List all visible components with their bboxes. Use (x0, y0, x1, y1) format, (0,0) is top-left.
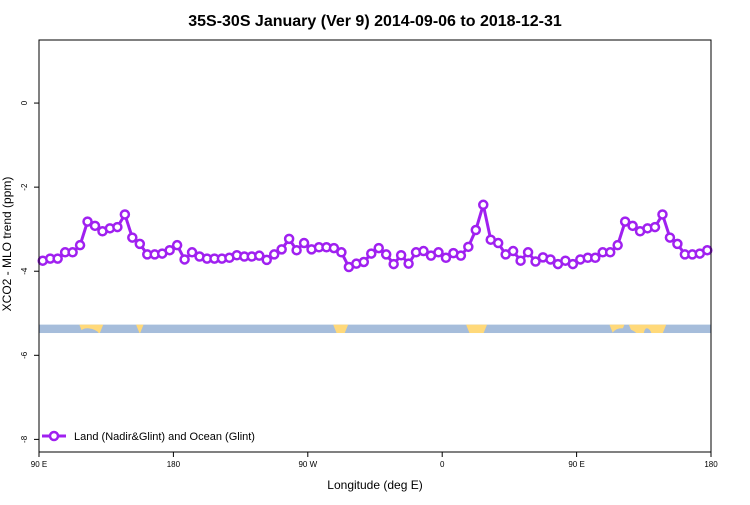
data-point-29 (254, 250, 265, 261)
data-point-78 (619, 216, 631, 227)
data-point-18 (171, 239, 183, 251)
data-point-61 (492, 237, 504, 249)
data-point-58 (470, 224, 482, 236)
data-point-11 (119, 209, 131, 220)
data-point-56 (455, 250, 467, 261)
x-tick-label-2: 90 W (298, 460, 317, 469)
data-point-71 (567, 258, 579, 270)
data-point-7 (89, 220, 101, 232)
data-point-48 (395, 249, 407, 261)
x-tick-label-4: 90 E (568, 460, 584, 469)
data-point-39 (328, 242, 340, 254)
data-point-51 (418, 245, 429, 257)
y-tick-label-1: -2 (20, 183, 29, 191)
data-point-30 (261, 254, 272, 266)
data-point-54 (440, 252, 452, 264)
y-tick-label-2: -4 (20, 267, 29, 275)
land-segment-3 (466, 324, 487, 334)
data-point-5 (74, 239, 86, 251)
data-point-19 (179, 254, 190, 265)
data-point-34 (291, 244, 302, 256)
x-tick-label-5: 180 (704, 460, 718, 469)
data-point-45 (373, 242, 384, 254)
ocean-band (39, 324, 711, 334)
x-axis: 90 E 180 90 W 0 90 E 180 (31, 452, 718, 469)
data-point-53 (433, 247, 444, 258)
land-segment-2 (333, 324, 349, 334)
data-point-40 (336, 247, 347, 258)
data-point-77 (612, 239, 623, 251)
data-point-10 (112, 221, 123, 233)
y-axis: 0 -2 -4 -6 -8 (20, 100, 39, 443)
data-point-68 (545, 254, 556, 265)
data-point-31 (268, 249, 280, 260)
ocean-bump-1 (612, 328, 637, 334)
legend: Land (Nadir&Glint) and Ocean (Glint) (42, 430, 255, 443)
y-tick-label-0: 0 (20, 100, 29, 105)
data-point-4 (67, 247, 78, 258)
y-tick-label-4: -8 (20, 435, 29, 443)
data-point-83 (657, 209, 668, 220)
data-point-2 (52, 253, 63, 264)
data-point-13 (134, 238, 146, 250)
data-point-43 (358, 256, 370, 268)
x-tick-label-1: 180 (167, 460, 181, 469)
data-point-32 (276, 244, 287, 255)
data-point-76 (604, 247, 616, 258)
data-point-47 (388, 258, 399, 270)
data-point-6 (82, 216, 93, 227)
ocean-bump-0 (79, 328, 99, 334)
data-point-85 (672, 238, 683, 250)
data-point-84 (664, 232, 676, 243)
data-point-49 (403, 258, 414, 269)
data-point-66 (530, 256, 541, 267)
y-tick-label-3: -6 (20, 351, 29, 359)
x-axis-label: Longitude (deg E) (327, 478, 422, 492)
data-point-79 (627, 220, 638, 232)
x-tick-label-0: 90 E (31, 460, 47, 469)
series-points-layer (37, 199, 713, 273)
data-point-46 (380, 249, 392, 260)
y-axis-label: XCO2 - MLO trend (ppm) (0, 177, 14, 312)
data-point-20 (186, 247, 198, 258)
data-point-63 (507, 245, 519, 257)
data-point-74 (590, 252, 601, 264)
data-point-17 (164, 244, 175, 256)
data-point-64 (515, 255, 526, 266)
data-point-89 (702, 244, 713, 256)
data-point-12 (127, 232, 138, 243)
data-point-82 (649, 221, 661, 233)
data-point-35 (298, 237, 310, 249)
data-point-33 (283, 233, 295, 245)
chart-title: 35S-30S January (Ver 9) 2014-09-06 to 20… (188, 13, 562, 30)
legend-label: Land (Nadir&Glint) and Ocean (Glint) (74, 431, 255, 443)
land-ocean-strip (39, 324, 711, 334)
data-point-65 (522, 247, 534, 258)
plot-frame (38, 39, 712, 453)
legend-point-swatch (48, 430, 60, 442)
data-point-57 (463, 241, 474, 253)
x-tick-label-3: 0 (440, 460, 445, 469)
data-point-44 (366, 248, 377, 259)
data-point-59 (478, 199, 489, 211)
land-segment-1 (136, 324, 144, 334)
ocean-bump-2 (643, 328, 652, 334)
